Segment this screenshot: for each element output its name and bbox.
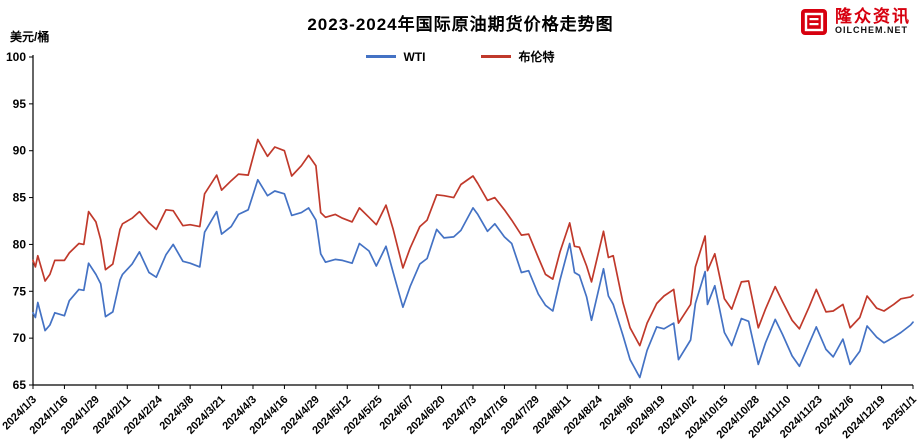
legend-label-brent: 布伦特 — [518, 50, 555, 64]
page-title: 2023-2024年国际原油期货价格走势图 — [307, 15, 614, 34]
wti-line-swatch — [366, 55, 397, 58]
y-tick-label: 95 — [13, 97, 27, 111]
legend-label-wti: WTI — [403, 49, 426, 64]
oilchem-logo: 隆众资讯 OILCHEM.NET — [801, 8, 911, 36]
logo-domain: OILCHEM.NET — [835, 25, 908, 36]
oilchem-logo-icon — [801, 9, 827, 35]
y-tick-label: 90 — [13, 144, 27, 158]
wti-price-line[interactable] — [32, 178, 914, 379]
y-tick-label: 100 — [6, 50, 26, 64]
legend-item-brent[interactable]: 布伦特 — [481, 48, 555, 65]
y-axis-unit-label: 美元/桶 — [10, 30, 50, 44]
legend-item-wti[interactable]: WTI — [366, 48, 425, 65]
logo-brand: 隆众资讯 — [835, 7, 911, 27]
brent-line-swatch — [481, 55, 512, 58]
y-tick-label: 70 — [13, 331, 27, 345]
y-tick-label: 65 — [13, 378, 27, 392]
logo-texts: 隆众资讯 OILCHEM.NET — [835, 8, 911, 35]
y-tick-label: 85 — [13, 191, 27, 205]
y-tick-label: 80 — [13, 237, 27, 251]
y-tick-label: 75 — [13, 284, 27, 298]
x-tick-label: 2025/1/1 — [880, 394, 919, 433]
brent-price-line[interactable] — [32, 138, 914, 347]
chart-legend: WTI 布伦特 — [0, 48, 921, 65]
